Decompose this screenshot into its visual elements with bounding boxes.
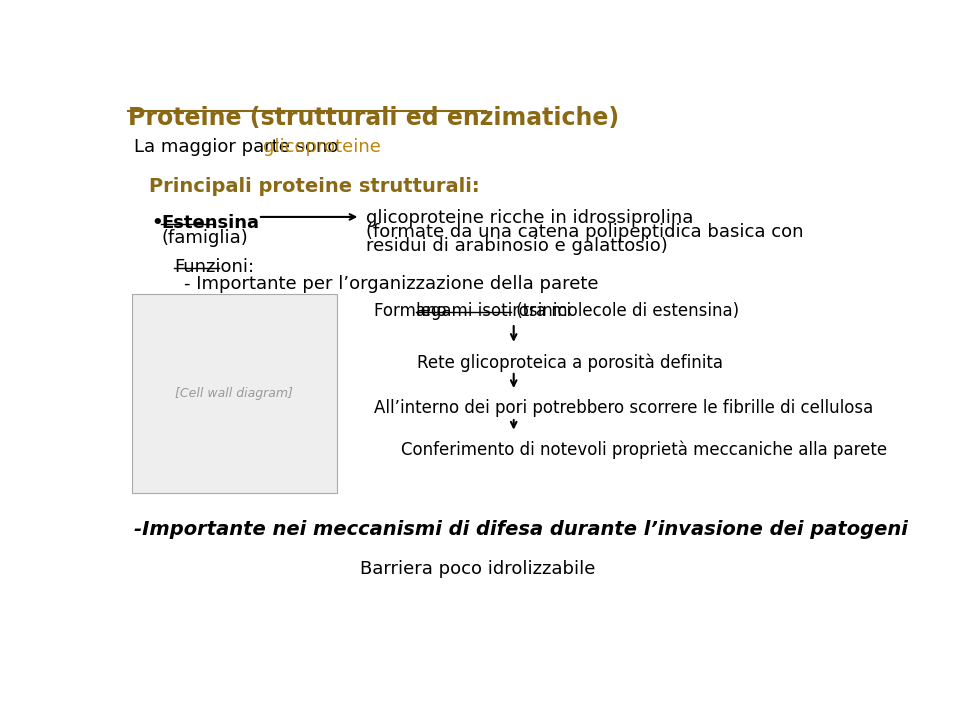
Text: [Cell wall diagram]: [Cell wall diagram]: [176, 386, 293, 400]
Text: Principali proteine strutturali:: Principali proteine strutturali:: [150, 177, 480, 196]
Text: (famiglia): (famiglia): [161, 230, 248, 247]
Text: Barriera poco idrolizzabile: Barriera poco idrolizzabile: [360, 560, 595, 579]
Text: -Importante nei meccanismi di difesa durante l’invasione dei patogeni: -Importante nei meccanismi di difesa dur…: [134, 520, 908, 539]
Text: Proteine (strutturali ed enzimatiche): Proteine (strutturali ed enzimatiche): [128, 106, 619, 130]
Text: (formate da una catena polipeptidica basica con: (formate da una catena polipeptidica bas…: [367, 223, 804, 241]
Text: La maggior parte sono: La maggior parte sono: [134, 139, 344, 156]
Text: glicoproteine: glicoproteine: [263, 139, 380, 156]
Text: Rete glicoproteica a porosità definita: Rete glicoproteica a porosità definita: [417, 354, 723, 372]
Text: Formano: Formano: [374, 301, 452, 320]
Text: All’interno dei pori potrebbero scorrere le fibrille di cellulosa: All’interno dei pori potrebbero scorrere…: [374, 398, 874, 417]
FancyBboxPatch shape: [132, 294, 337, 493]
Text: Estensina: Estensina: [161, 214, 259, 232]
Text: •: •: [151, 214, 162, 232]
Text: glicoproteine ricche in idrossiprolina: glicoproteine ricche in idrossiprolina: [367, 209, 694, 227]
Text: (tra molecole di estensina): (tra molecole di estensina): [512, 301, 739, 320]
Text: residui di arabinosio e galattosio): residui di arabinosio e galattosio): [367, 237, 668, 255]
Text: - Importante per l’organizzazione della parete: - Importante per l’organizzazione della …: [183, 275, 598, 294]
Text: legami isotirosinici: legami isotirosinici: [416, 301, 571, 320]
Text: Conferimento di notevoli proprietà meccaniche alla parete: Conferimento di notevoli proprietà mecca…: [401, 440, 887, 459]
Text: Funzioni:: Funzioni:: [175, 258, 254, 276]
